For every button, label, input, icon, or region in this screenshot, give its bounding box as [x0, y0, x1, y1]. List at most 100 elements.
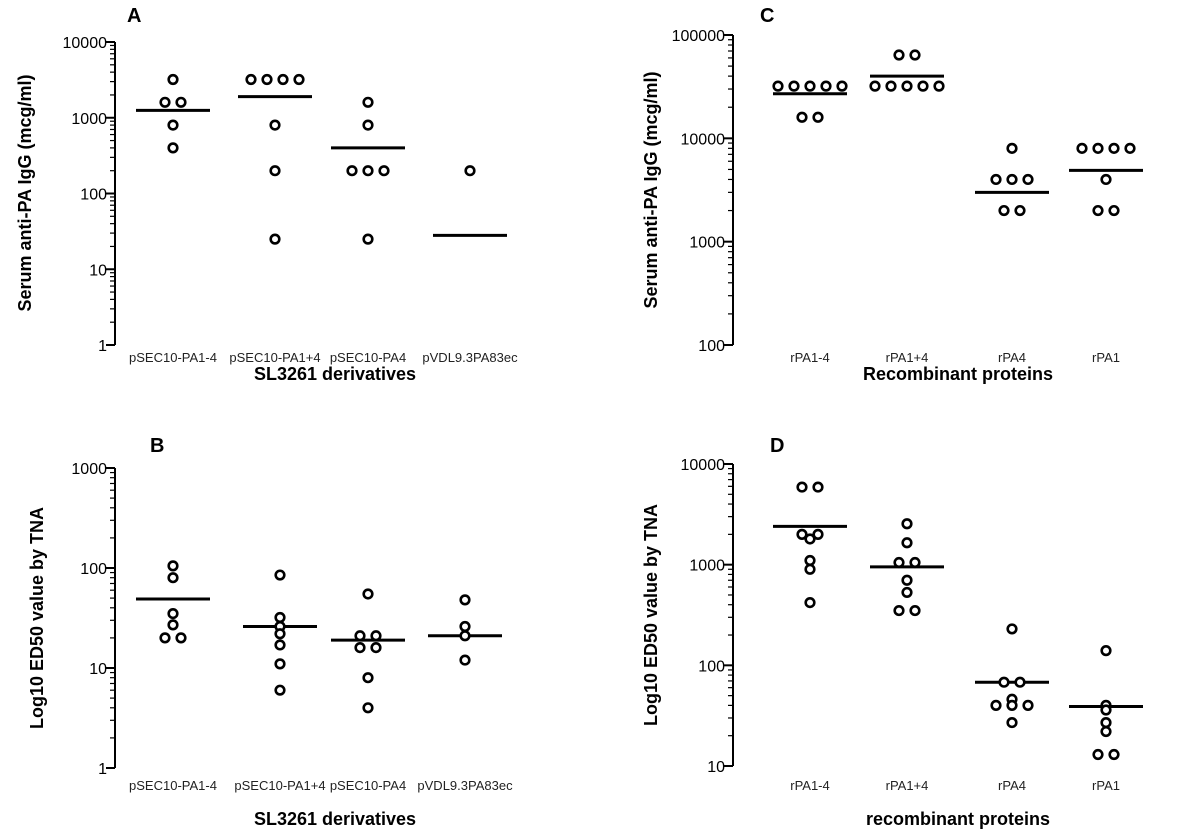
- panel-c-data-point: [796, 111, 808, 123]
- panel-d-category-label: rPA1: [1092, 778, 1120, 793]
- panel-a-ticks: 1 10 100 1000 10000 pSEC10-PA1-4 pSEC10-PA1+4 p…: [63, 35, 519, 365]
- panel-b-data-point: [459, 654, 471, 666]
- panel-c-data-point: [1022, 173, 1034, 186]
- panel-d-data-point: [893, 604, 905, 617]
- panel-a-category-label: pSEC10-PA1-4: [129, 350, 217, 365]
- panel-a-data-point: [269, 165, 281, 177]
- panel-a-tick-label: 1000: [71, 111, 107, 128]
- panel-c: C Serum anti-PA IgG (mcg/ml) Recombinant…: [641, 5, 1143, 384]
- panel-d-data-point: [1022, 699, 1034, 711]
- panel-d: D Log10 ED50 value by TNA recombinant pr…: [641, 435, 1143, 829]
- panel-d-data-point: [1100, 645, 1112, 657]
- panel-d-data-point: [804, 533, 816, 545]
- panel-b-category-label: pSEC10-PA1-4: [129, 778, 217, 793]
- panel-c-data-point: [804, 80, 816, 92]
- panel-d-data-point: [901, 574, 913, 586]
- panel-d-category-label: rPA1+4: [886, 778, 929, 793]
- panel-c-data-point: [933, 80, 945, 92]
- panel-d-data-point: [893, 556, 905, 569]
- panel-d-data-point: [804, 563, 816, 575]
- panel-b-data-point: [362, 672, 374, 684]
- panel-d-tick-label: 10: [707, 759, 725, 776]
- panel-c-tick-label: 1000: [689, 235, 725, 252]
- panel-a-letter: A: [127, 5, 141, 27]
- panel-a-data-point: [362, 96, 374, 108]
- panel-d-data-point: [901, 518, 913, 530]
- panel-a: A Serum anti-PA IgG (mcg/ml) SL3261 deri…: [15, 5, 518, 384]
- panel-a-category-label: pSEC10-PA4: [330, 350, 406, 365]
- panel-a-data-point: [362, 119, 374, 131]
- panel-c-data-point: [998, 204, 1010, 217]
- panel-d-ticks: 10 100 1000 10000 rPA1-4 rPA1+4 rPA4 rPA1: [681, 457, 1120, 793]
- panel-c-data-point: [1092, 204, 1104, 217]
- panel-c-data-point: [909, 49, 921, 61]
- panel-d-data-point: [1100, 725, 1112, 738]
- panel-c-category-label: rPA1: [1092, 350, 1120, 365]
- panel-a-y-title: Serum anti-PA IgG (mcg/ml): [15, 74, 35, 311]
- panel-d-data-point: [1014, 676, 1026, 688]
- panel-d-data-point: [909, 556, 921, 569]
- panel-d-data-point: [804, 554, 816, 567]
- panel-c-data-point: [917, 80, 929, 92]
- panel-a-data-point: [464, 165, 476, 177]
- panel-a-data-point: [269, 119, 281, 131]
- panel-d-points: [773, 481, 1143, 761]
- panel-b-ticks: 1 10 100 1000 pSEC10-PA1-4 pSEC10-PA1+4 pSEC10…: [71, 461, 513, 793]
- panel-b-data-point: [274, 611, 286, 624]
- panel-c-data-point: [869, 80, 881, 92]
- panel-d-letter: D: [770, 435, 784, 457]
- panel-a-data-point: [277, 73, 289, 86]
- panel-b-data-point: [274, 628, 286, 640]
- panel-a-tick-label: 10000: [63, 35, 108, 52]
- panel-b-data-point: [167, 560, 179, 572]
- panel-a-data-point: [362, 165, 374, 177]
- panel-d-data-point: [901, 537, 913, 549]
- panel-b-data-point: [354, 641, 366, 654]
- panel-c-ticks: 100 1000 10000 100000 rPA1-4 rPA1+4 rPA4 rPA1: [672, 28, 1120, 365]
- panel-c-data-point: [893, 49, 905, 61]
- panel-d-tick-label: 1000: [689, 558, 725, 575]
- panel-b-data-point: [354, 630, 366, 642]
- panel-c-data-point: [772, 80, 784, 92]
- panel-d-data-point: [1108, 748, 1120, 761]
- panel-b-data-point: [274, 569, 286, 581]
- panel-c-data-point: [1108, 204, 1120, 217]
- panel-c-data-point: [788, 80, 800, 92]
- panel-b-data-point: [167, 619, 179, 631]
- panel-a-data-point: [362, 233, 374, 245]
- panel-d-data-point: [1006, 716, 1018, 729]
- panel-c-points: [772, 49, 1143, 217]
- panel-b: B Log10 ED50 value by TNA SL3261 derivat…: [27, 435, 513, 829]
- panel-a-category-label: pSEC10-PA1+4: [229, 350, 320, 365]
- panel-a-data-point: [245, 73, 257, 86]
- panel-c-data-point: [812, 111, 824, 123]
- panel-c-data-point: [1124, 142, 1136, 154]
- panel-d-data-point: [1006, 623, 1018, 635]
- panel-c-tick-label: 10000: [681, 131, 726, 148]
- panel-c-category-label: rPA4: [998, 350, 1026, 365]
- panel-a-category-label: pVDL9.3PA83ec: [422, 350, 518, 365]
- panel-c-data-point: [885, 80, 897, 92]
- panel-d-data-point: [901, 586, 913, 599]
- panel-c-data-point: [836, 80, 848, 92]
- panel-b-category-label: pSEC10-PA4: [330, 778, 406, 793]
- panel-d-tick-label: 100: [698, 658, 725, 675]
- panel-c-data-point: [1006, 173, 1018, 186]
- panel-c-y-title: Serum anti-PA IgG (mcg/ml): [641, 71, 661, 308]
- panel-d-y-title: Log10 ED50 value by TNA: [641, 504, 661, 726]
- panel-b-letter: B: [150, 435, 164, 457]
- panel-d-tick-label: 10000: [681, 457, 726, 474]
- panel-a-data-point: [378, 165, 390, 177]
- panel-c-data-point: [901, 80, 913, 92]
- panel-a-points: [136, 73, 507, 245]
- panel-a-data-point: [269, 233, 281, 245]
- panel-c-letter: C: [760, 5, 774, 27]
- panel-b-y-title: Log10 ED50 value by TNA: [27, 507, 47, 729]
- panel-c-data-point: [1014, 204, 1026, 217]
- panel-b-data-point: [175, 632, 187, 644]
- panel-a-data-point: [167, 73, 179, 86]
- panel-b-x-title: SL3261 derivatives: [254, 809, 416, 829]
- panel-d-data-point: [1100, 716, 1112, 729]
- panel-b-data-point: [459, 620, 471, 633]
- panel-d-data-point: [998, 676, 1010, 688]
